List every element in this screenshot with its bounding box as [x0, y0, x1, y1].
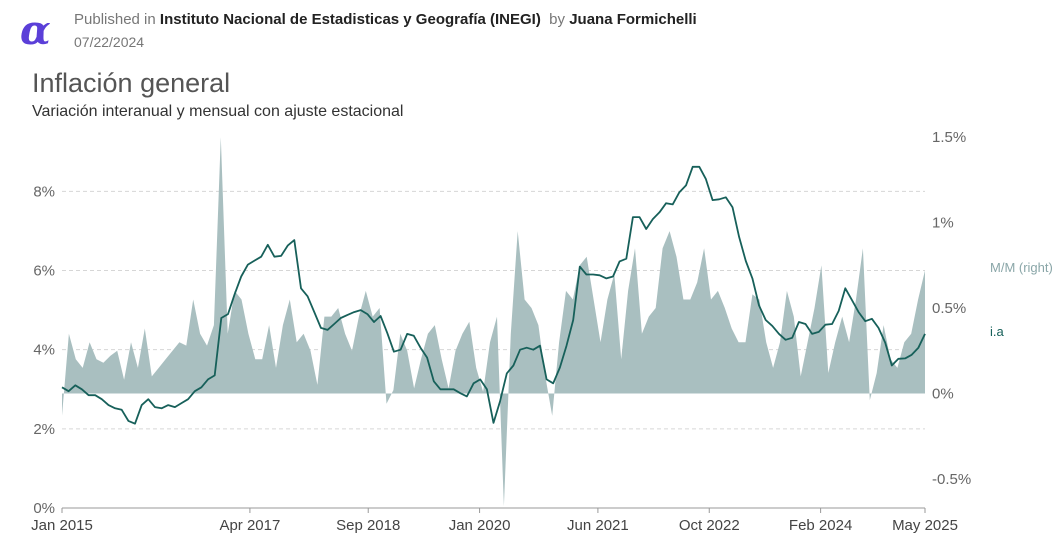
y-right-tick-label: 1%: [932, 215, 954, 232]
x-tick-label: Sep 2018: [336, 517, 400, 534]
publication-line: Published in Instituto Nacional de Estad…: [74, 11, 697, 28]
y-right-tick-label: -0.5%: [932, 471, 971, 488]
x-tick-label: Jan 2020: [449, 517, 511, 534]
x-tick-label: Apr 2017: [219, 517, 280, 534]
alpha-logo-icon[interactable]: α: [20, 7, 51, 54]
by-label: by: [549, 11, 566, 28]
y-left-tick-label: 6%: [33, 263, 55, 280]
x-tick-label: Oct 2022: [679, 517, 740, 534]
legend-label-mm: M/M (right): [990, 260, 1053, 275]
published-in-label: Published in: [74, 11, 156, 28]
x-tick-label: Jan 2015: [31, 517, 93, 534]
x-tick-label: May 2025: [892, 517, 958, 534]
y-right-tick-label: 1.5%: [932, 129, 966, 146]
publisher-link[interactable]: Instituto Nacional de Estadisticas y Geo…: [159, 11, 541, 28]
x-tick-label: Feb 2024: [789, 517, 852, 534]
author-link[interactable]: Juana Formichelli: [569, 11, 697, 28]
publication-date: 07/22/2024: [74, 34, 145, 50]
y-left-tick-label: 0%: [33, 500, 55, 517]
y-left-tick-label: 4%: [33, 342, 55, 359]
y-left-tick-label: 8%: [33, 183, 55, 200]
chart-subtitle: Variación interanual y mensual con ajust…: [32, 103, 404, 120]
chart-header: α Published in Instituto Nacional de Est…: [0, 0, 1061, 60]
mm-area-series: [62, 137, 925, 507]
chart-title: Inflación general: [32, 68, 231, 98]
y-right-tick-label: 0.5%: [932, 300, 966, 317]
x-tick-label: Jun 2021: [567, 517, 629, 534]
y-left-tick-label: 2%: [33, 421, 55, 438]
ia-line-series: [61, 165, 926, 425]
y-right-tick-label: 0%: [932, 385, 954, 402]
legend-label-ia: i.a: [990, 324, 1005, 339]
